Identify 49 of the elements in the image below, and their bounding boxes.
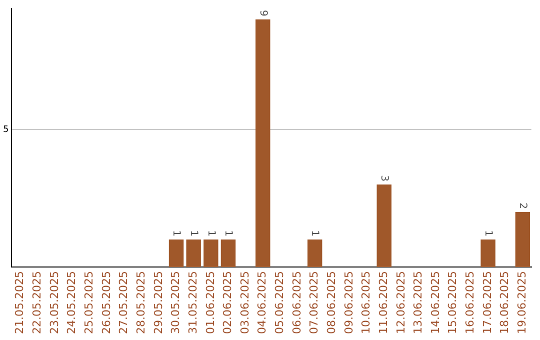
data-label: 1 bbox=[170, 230, 182, 237]
bar bbox=[220, 240, 236, 268]
x-tick-label: 21.05.2025 bbox=[13, 271, 26, 334]
x-tick-label: 14.06.2025 bbox=[428, 271, 442, 334]
data-label: 1 bbox=[309, 230, 320, 237]
x-tick-label: 07.06.2025 bbox=[308, 271, 321, 334]
x-tick-label: 15.06.2025 bbox=[446, 271, 460, 334]
x-tick-label: 17.06.2025 bbox=[480, 271, 494, 334]
x-tick-label: 10.06.2025 bbox=[360, 271, 373, 334]
x-tick-label: 26.05.2025 bbox=[100, 271, 113, 334]
bar bbox=[168, 240, 184, 268]
bar bbox=[515, 212, 530, 268]
data-label: 1 bbox=[482, 230, 494, 237]
data-label: 1 bbox=[188, 230, 199, 237]
x-tick-label: 06.06.2025 bbox=[290, 271, 304, 334]
x-tick-label: 05.06.2025 bbox=[273, 271, 286, 334]
bar bbox=[256, 19, 270, 268]
data-label: 1 bbox=[222, 230, 234, 237]
x-tick-label: 29.05.2025 bbox=[152, 271, 165, 334]
x-tick-label: 19.06.2025 bbox=[516, 271, 529, 334]
x-tick-label: 12.06.2025 bbox=[394, 271, 408, 334]
x-tick-label: 25.05.2025 bbox=[82, 271, 96, 334]
x-tick-label: 27.05.2025 bbox=[117, 271, 130, 334]
x-tick-label: 13.06.2025 bbox=[412, 271, 425, 334]
data-label: 3 bbox=[378, 175, 390, 182]
bar bbox=[307, 240, 322, 268]
x-tick-label: 09.06.2025 bbox=[342, 271, 356, 334]
x-tick-label: 18.06.2025 bbox=[498, 271, 512, 334]
x-tick-label: 08.06.2025 bbox=[325, 271, 338, 334]
x-tick-label: 23.05.2025 bbox=[48, 271, 61, 334]
data-label: 1 bbox=[205, 230, 216, 237]
data-label: 2 bbox=[517, 202, 528, 209]
x-tick-label: 31.05.2025 bbox=[186, 271, 200, 334]
x-tick-label: 01.06.2025 bbox=[204, 271, 217, 334]
x-tick-label: 28.05.2025 bbox=[134, 271, 148, 334]
bar bbox=[376, 184, 392, 268]
x-tick-label: 02.06.2025 bbox=[221, 271, 234, 334]
x-tick-label: 22.05.2025 bbox=[30, 271, 44, 334]
bar bbox=[186, 240, 201, 268]
bar bbox=[204, 240, 218, 268]
x-tick-label: 03.06.2025 bbox=[238, 271, 252, 334]
x-tick-label: 11.06.2025 bbox=[376, 271, 390, 334]
data-label: 9 bbox=[257, 10, 268, 16]
x-tick-label: 16.06.2025 bbox=[464, 271, 477, 334]
x-tick-label: 04.06.2025 bbox=[256, 271, 269, 334]
bar bbox=[480, 240, 496, 268]
x-tick-label: 30.05.2025 bbox=[169, 271, 182, 334]
x-tick-label: 24.05.2025 bbox=[65, 271, 78, 334]
y-tick-label: 5 bbox=[2, 124, 9, 135]
